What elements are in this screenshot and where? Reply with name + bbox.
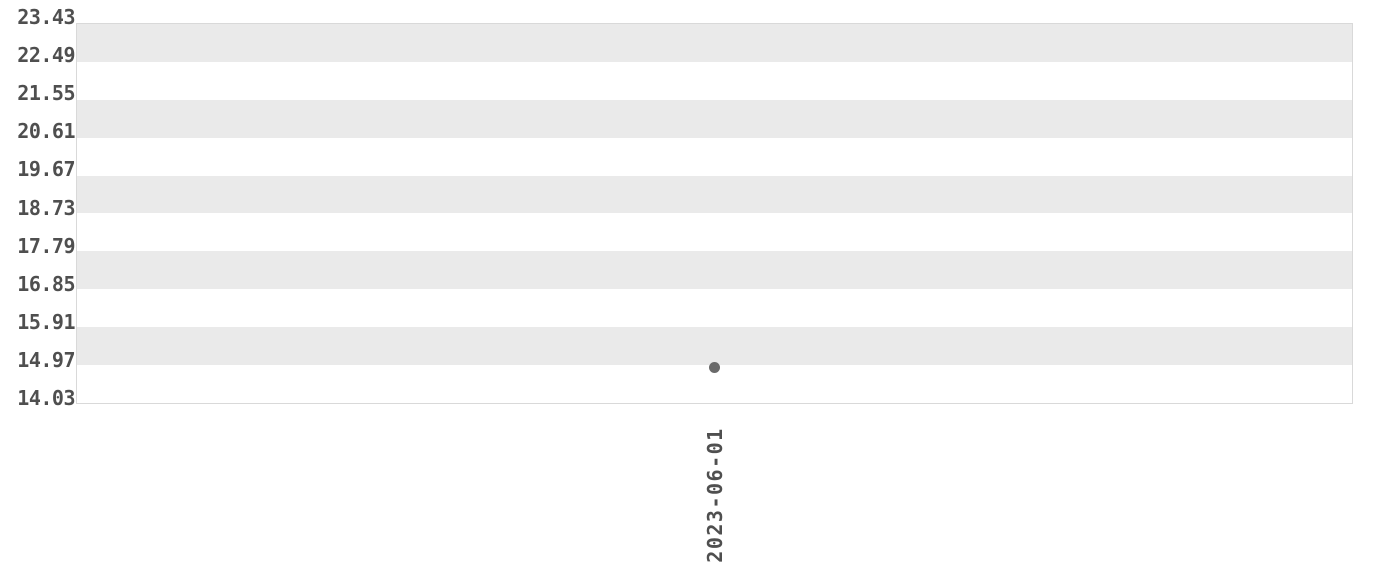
y-tick-label: 16.85: [17, 271, 75, 296]
y-tick-label: 17.79: [17, 233, 75, 258]
x-tick-label: 2023-06-01: [702, 427, 727, 563]
y-tick-label: 19.67: [17, 157, 75, 182]
y-tick-label: 23.43: [17, 5, 75, 29]
stripe-band: [77, 251, 1352, 290]
stripe-band: [77, 99, 1352, 138]
stripe-band: [77, 24, 1352, 62]
stripe-band: [77, 213, 1352, 252]
stripe-band: [77, 289, 1352, 328]
y-tick-label: 21.55: [17, 81, 75, 106]
plot-area: [76, 23, 1353, 404]
stripe-band: [77, 137, 1352, 176]
stripe-band: [77, 327, 1352, 366]
stripe-band: [77, 61, 1352, 100]
y-tick-label: 14.97: [17, 347, 75, 372]
y-tick-label: 18.73: [17, 195, 75, 220]
y-tick-label: 15.91: [17, 309, 75, 334]
y-tick-label: 20.61: [17, 119, 75, 144]
data-point-marker: [709, 362, 720, 374]
y-tick-label: 14.03: [17, 386, 75, 410]
stripe-band: [77, 175, 1352, 214]
y-tick-label: 22.49: [17, 43, 75, 68]
